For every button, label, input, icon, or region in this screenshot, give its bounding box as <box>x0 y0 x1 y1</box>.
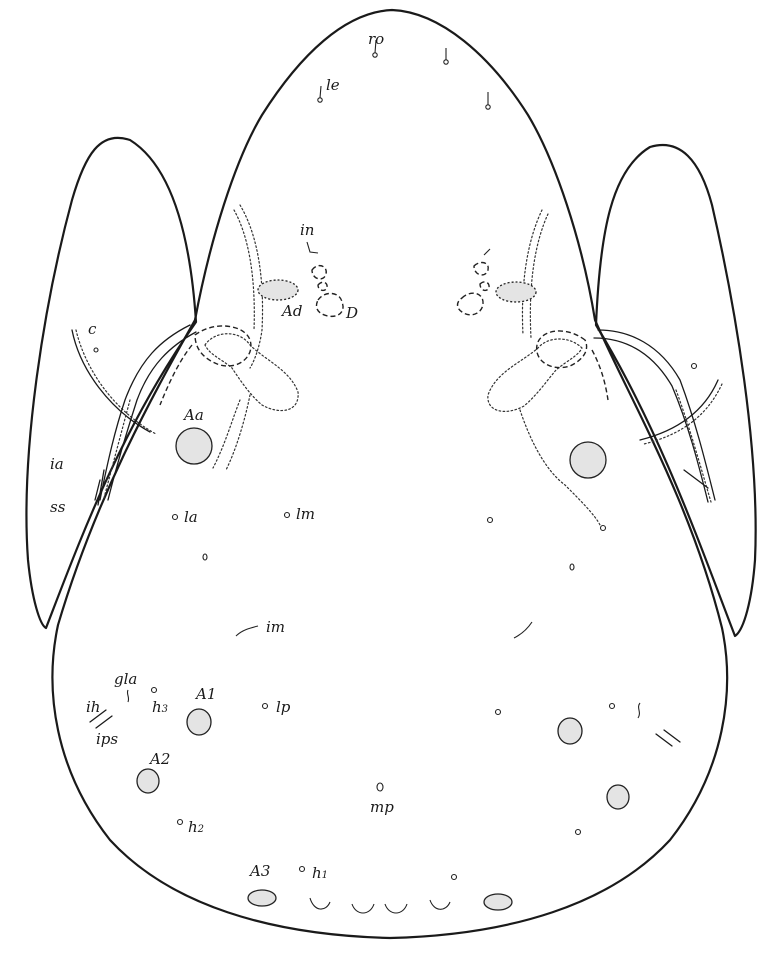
right-pteromorph <box>594 144 757 638</box>
label-ro: ro <box>368 30 384 48</box>
label-h1-main: h <box>312 864 322 882</box>
left-ad-area <box>257 279 299 301</box>
left-ridge-dotted <box>103 399 131 499</box>
left-area-a2 <box>136 768 160 794</box>
right-dashed-line <box>591 349 609 401</box>
setae <box>93 39 698 881</box>
left-dashed-apodeme <box>194 325 252 367</box>
label-h1: h1 <box>312 864 328 882</box>
label-ia: ia <box>50 455 64 473</box>
left-area-a3 <box>247 889 277 907</box>
left-d-small-b <box>317 281 328 292</box>
label-mp: mp <box>370 798 394 816</box>
left-ss-seta-b <box>94 479 101 501</box>
right-ridge-outer <box>597 329 716 501</box>
left-lamella-dotted-b <box>233 209 255 331</box>
label-h2-sub: 2 <box>197 824 204 835</box>
left-lamella-dotted-a <box>239 204 264 369</box>
right-ridge-inner <box>593 337 709 503</box>
right-ridge-dotted <box>675 389 712 503</box>
left-ridge-inner <box>107 331 197 501</box>
left-pteromorph-inner-dotted <box>75 329 157 435</box>
left-area-a1 <box>186 708 212 736</box>
posterior-cupules <box>309 897 451 914</box>
label-h3: h3 <box>152 698 168 716</box>
label-h3-main: h <box>152 698 162 716</box>
label-a3: A3 <box>248 862 270 880</box>
label-gla: gla <box>114 670 137 688</box>
label-h2: h2 <box>188 818 204 836</box>
left-ih-ips-lines <box>89 709 113 729</box>
label-ips: ips <box>96 730 118 748</box>
right-area-aa <box>569 441 607 479</box>
label-a2: A2 <box>148 750 170 768</box>
right-lower-dotted <box>519 409 601 526</box>
right-area-a2 <box>606 784 630 810</box>
label-ih: ih <box>86 698 100 716</box>
left-lower-dotted <box>212 394 251 471</box>
label-h3-sub: 3 <box>162 704 168 715</box>
label-in: in <box>300 221 314 239</box>
label-lp: lp <box>276 698 291 716</box>
right-ih-ips-lines <box>655 729 681 747</box>
right-lamella-dotted-a <box>521 209 543 336</box>
right-dashed-apodeme <box>536 330 588 369</box>
label-d: D <box>345 304 358 322</box>
left-ss-seta <box>97 469 105 506</box>
label-c: c <box>88 320 97 338</box>
left-area-aa <box>175 427 213 465</box>
label-a1: A1 <box>194 685 216 703</box>
right-pteromorph-inner-dotted <box>643 383 723 445</box>
label-ss: ss <box>50 498 66 516</box>
right-area-a3 <box>483 893 513 911</box>
label-le: le <box>326 76 340 94</box>
label-h2-main: h <box>188 818 198 836</box>
right-d-structure <box>456 292 484 316</box>
right-area-a1 <box>557 717 583 745</box>
label-h1-sub: 1 <box>322 870 328 881</box>
body-outline <box>51 8 729 940</box>
right-ad-area <box>495 281 537 303</box>
right-lamella-dotted-b <box>529 213 549 339</box>
label-im: im <box>266 618 285 636</box>
left-pteromorph <box>25 136 198 630</box>
right-ia-line <box>683 469 709 489</box>
right-d-small-b <box>479 281 490 292</box>
left-ridge-outer <box>99 324 191 501</box>
left-d-structure <box>315 292 344 318</box>
right-pteromorph-inner-arc <box>639 379 719 441</box>
left-d-small <box>311 264 327 280</box>
label-ad: Ad <box>280 302 302 320</box>
left-pteromorph-inner-arc <box>71 329 151 433</box>
right-d-small <box>473 261 489 276</box>
label-la: la <box>184 508 198 526</box>
label-aa: Aa <box>182 406 204 424</box>
right-inner-dotted-lobe <box>487 338 583 412</box>
label-lm: lm <box>296 505 315 523</box>
